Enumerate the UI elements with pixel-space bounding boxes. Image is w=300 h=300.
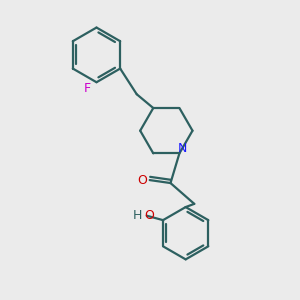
Text: O: O bbox=[145, 209, 154, 222]
Text: O: O bbox=[137, 174, 147, 187]
Text: N: N bbox=[178, 142, 187, 155]
Text: F: F bbox=[84, 82, 91, 95]
Text: H: H bbox=[133, 209, 142, 222]
